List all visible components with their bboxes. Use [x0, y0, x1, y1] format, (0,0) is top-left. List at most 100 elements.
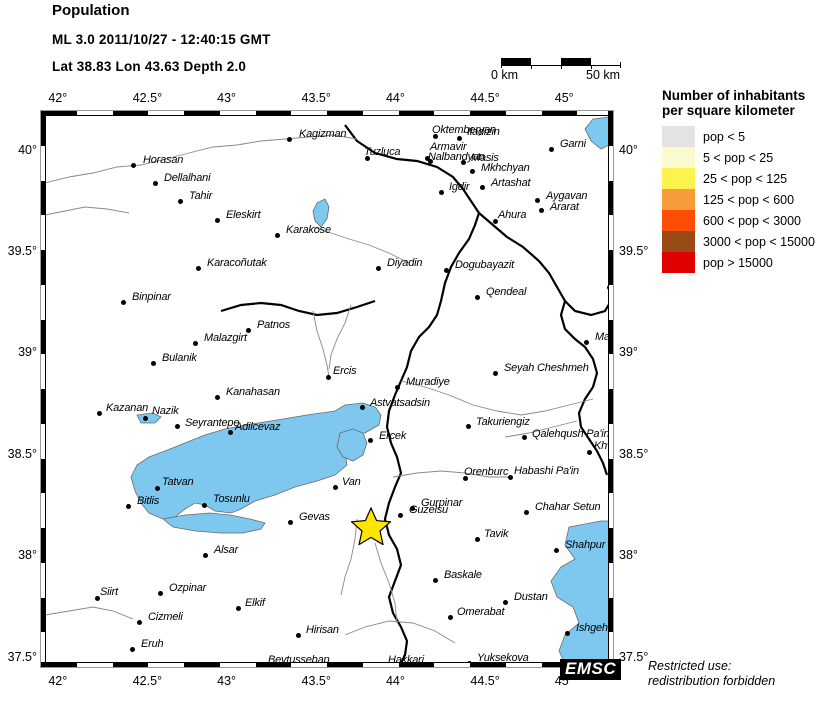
- frame-dash-right: [608, 389, 613, 424]
- frame-dash-bottom: [255, 662, 292, 667]
- frame-dash-left: [41, 389, 46, 424]
- city-label: Hakkari: [388, 654, 424, 663]
- city-marker: [376, 266, 381, 271]
- river-hakkari: [344, 620, 456, 644]
- city-label: Seyah Cheshmeh: [504, 362, 589, 374]
- border-iran-nakhchivan: [559, 300, 609, 476]
- map-canvas[interactable]: Horasan Kagizman Dellalhani Tahir Eleskirt Ka…: [45, 115, 609, 663]
- border-turkey-iran: [383, 212, 481, 663]
- city-label: Malazgirt: [204, 332, 247, 344]
- river-siirt: [45, 606, 134, 620]
- city-marker: [398, 513, 403, 518]
- lat-label-right: 39°: [619, 345, 638, 360]
- lat-label-right: 40°: [619, 142, 638, 157]
- frame-dash-left: [41, 528, 46, 563]
- city-marker: [228, 430, 233, 435]
- frame-dash-top: [398, 111, 435, 116]
- city-marker: [287, 137, 292, 142]
- lake-urmia-water: [550, 520, 609, 663]
- legend-panel: Number of inhabitants per square kilomet…: [662, 88, 820, 273]
- city-marker: [539, 208, 544, 213]
- city-label: Artashat: [491, 177, 531, 189]
- legend-swatch: [662, 252, 695, 273]
- lon-label-top: 44°: [385, 91, 405, 105]
- city-label: Karakose: [286, 224, 331, 236]
- legend-swatch: [662, 168, 695, 189]
- city-label: Kagizman: [299, 128, 347, 140]
- city-label: Ercis: [333, 365, 357, 377]
- city-label: Patnos: [257, 319, 291, 331]
- city-marker: [461, 160, 466, 165]
- city-marker: [288, 520, 293, 525]
- city-marker: [121, 300, 126, 305]
- legend-label: 25 < pop < 125: [703, 171, 788, 186]
- city-marker: [433, 134, 438, 139]
- epicenter-star-icon: [351, 507, 391, 545]
- city-marker: [493, 371, 498, 376]
- legend-title-line1: Number of inhabitants: [662, 88, 806, 103]
- city-marker: [410, 506, 415, 511]
- city-label: Habashi Pa'in: [514, 465, 579, 477]
- legend-swatch: [662, 126, 695, 147]
- lon-label-top: 45°: [554, 91, 574, 105]
- river-iran-east: [400, 380, 594, 416]
- city-marker: [584, 340, 589, 345]
- frame-dash-right: [608, 319, 613, 355]
- city-marker: [97, 411, 102, 416]
- frame-dash-right: [608, 458, 613, 494]
- page-title: Population: [52, 2, 130, 19]
- city-label: Kanahasan: [226, 386, 280, 398]
- legend-item: 125 < pop < 600: [662, 189, 820, 210]
- city-marker: [565, 631, 570, 636]
- city-label: Mkhchyan: [481, 162, 530, 174]
- header-block: Population ML 3.0 2011/10/27 - 12:40:15 …: [52, 0, 612, 76]
- legend-item: 600 < pop < 3000: [662, 210, 820, 231]
- city-label: Adilcevaz: [235, 421, 281, 433]
- city-label: Ozpinar: [169, 582, 207, 594]
- restricted-use-notice: Restricted use: redistribution forbidden: [648, 659, 818, 689]
- city-marker: [360, 405, 365, 410]
- city-marker: [193, 341, 198, 346]
- city-marker: [137, 620, 142, 625]
- city-marker: [178, 199, 183, 204]
- frame-dash-right: [608, 111, 613, 146]
- map-panel[interactable]: Horasan Kagizman Dellalhani Tahir Eleskirt Ka…: [40, 110, 614, 668]
- lat-label-left: 37.5°: [7, 649, 37, 664]
- city-marker: [448, 615, 453, 620]
- city-marker: [439, 190, 444, 195]
- city-marker: [246, 328, 251, 333]
- legend-swatch: [662, 189, 695, 210]
- lake-van-south-lobe: [162, 512, 266, 534]
- city-label: Orenburc: [464, 466, 509, 478]
- city-label: Gevas: [299, 511, 330, 523]
- lon-label-bottom: 43.5°: [301, 674, 331, 688]
- city-label: Tahir: [189, 190, 213, 202]
- lon-label-bottom: 43°: [217, 674, 237, 688]
- city-marker: [554, 548, 559, 553]
- city-label: Hirisan: [306, 624, 339, 636]
- event-coordinates-depth: Lat 38.83 Lon 43.63 Depth 2.0: [52, 59, 247, 74]
- city-label: Dogubayazit: [455, 259, 514, 271]
- lat-label-left: 38.5°: [7, 446, 37, 461]
- lat-label-right: 38°: [619, 548, 638, 563]
- city-marker: [196, 266, 201, 271]
- city-label: Garni: [560, 138, 586, 150]
- city-marker: [155, 486, 160, 491]
- emsc-logo: EMSC: [560, 659, 622, 680]
- city-label: Shahpur: [565, 539, 606, 551]
- city-marker: [236, 606, 241, 611]
- frame-dash-right: [608, 180, 613, 216]
- city-marker: [143, 416, 148, 421]
- lon-label-top: 44.5°: [470, 91, 500, 105]
- frame-dash-top: [541, 111, 578, 116]
- city-marker: [587, 450, 592, 455]
- city-label: Kazanan: [106, 402, 149, 414]
- city-label: Ararat: [550, 201, 579, 213]
- city-label: Dustan: [514, 591, 548, 603]
- lon-label-bottom: 42.5°: [132, 674, 163, 688]
- city-label: Qendeal: [486, 286, 527, 298]
- city-label: Tavik: [484, 528, 509, 540]
- city-label: Nalbandyan: [428, 151, 485, 163]
- city-label: Eruh: [141, 638, 164, 650]
- frame-dash-left: [41, 458, 46, 494]
